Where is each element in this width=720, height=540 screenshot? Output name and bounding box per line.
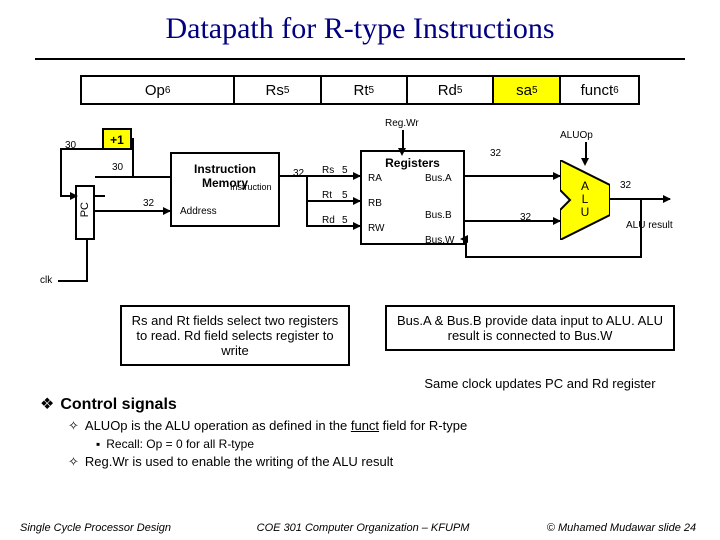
footer-right: © Muhamed Mudawar slide 24: [506, 522, 696, 534]
clk-label: clk: [40, 275, 52, 286]
busb-label: Bus.B: [425, 210, 452, 221]
w32a: 32: [143, 198, 154, 209]
instruction-fields: Op6Rs5Rt5Rd5sa5funct6: [80, 75, 640, 105]
incrementer: +1: [102, 128, 132, 150]
field-rd: Rd5: [408, 77, 494, 103]
bullet-1: ✧ALUOp is the ALU operation as defined i…: [68, 418, 680, 434]
datapath-diagram: PC +1 InstructionMemory Instruction Addr…: [30, 120, 690, 300]
bullet-1a: ▪Recall: Op = 0 for all R-type: [96, 437, 680, 451]
rw-port: RW: [368, 223, 384, 234]
bullet-list: ❖Control signals ✧ALUOp is the ALU opera…: [40, 390, 680, 473]
busa-label: Bus.A: [425, 173, 452, 184]
svg-text:U: U: [581, 205, 590, 219]
field-op: Op6: [82, 77, 235, 103]
w32e: 32: [620, 180, 631, 191]
w30b: 30: [112, 162, 123, 173]
footer-left: Single Cycle Processor Design: [20, 522, 220, 534]
field-rs: Rs5: [235, 77, 321, 103]
bullet-head: ❖Control signals: [40, 394, 680, 414]
alu-block: A L U: [560, 160, 610, 240]
footer-mid: COE 301 Computer Organization – KFUPM: [223, 522, 503, 534]
alu-result-label: ALU result: [626, 220, 673, 231]
footer: Single Cycle Processor Design COE 301 Co…: [0, 522, 720, 534]
imem-instruction-port: Instruction: [230, 182, 272, 192]
rb-port: RB: [368, 198, 382, 209]
callout-left: Rs and Rt fields select two registers to…: [120, 305, 350, 366]
aluop-label: ALUOp: [560, 130, 593, 141]
busw-label: Bus.W: [425, 235, 454, 246]
field-funct: funct6: [561, 77, 638, 103]
ra-port: RA: [368, 173, 382, 184]
field-sa: sa5: [494, 77, 561, 103]
w32c: 32: [490, 148, 501, 159]
bullet-2: ✧Reg.Wr is used to enable the writing of…: [68, 454, 680, 470]
w32b: 32: [293, 168, 304, 179]
svg-text:A: A: [581, 179, 589, 193]
title-rule: [35, 58, 685, 60]
field-rt: Rt5: [322, 77, 408, 103]
pc-register: PC: [75, 185, 95, 240]
imem-address-port: Address: [180, 206, 217, 217]
regwr-label: Reg.Wr: [385, 118, 419, 129]
callout-right: Bus.A & Bus.B provide data input to ALU.…: [385, 305, 675, 351]
page-title: Datapath for R-type Instructions: [0, 0, 720, 46]
svg-text:L: L: [582, 192, 589, 206]
